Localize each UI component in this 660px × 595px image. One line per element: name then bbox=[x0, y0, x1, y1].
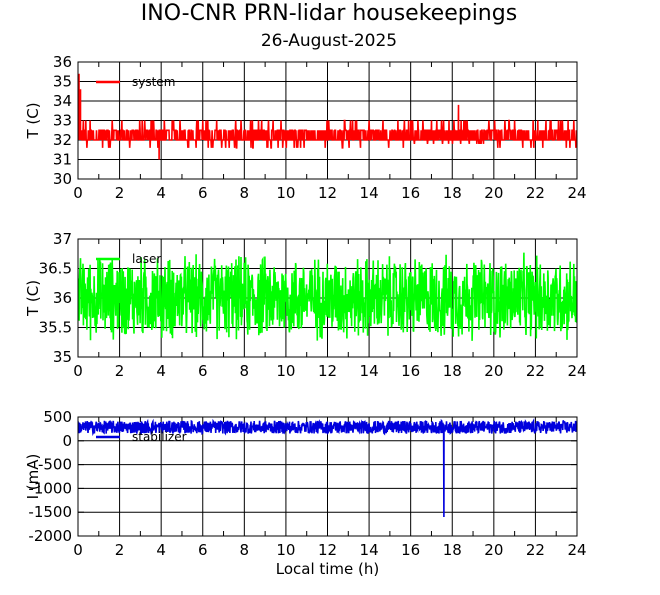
y-tick-label: 37 bbox=[53, 230, 72, 248]
y-tick-label: 36.5 bbox=[39, 260, 72, 278]
y-tick-label: 36 bbox=[53, 289, 72, 307]
x-tick-label: 24 bbox=[567, 541, 586, 559]
x-tick-label: 20 bbox=[484, 541, 503, 559]
x-tick-label: 2 bbox=[115, 541, 125, 559]
x-tick-label: 8 bbox=[240, 362, 250, 380]
y-tick-label: 0 bbox=[62, 432, 72, 450]
x-tick-label: 12 bbox=[318, 541, 337, 559]
x-tick-label: 24 bbox=[567, 362, 586, 380]
y-axis-label: I (mA) bbox=[24, 454, 42, 500]
x-tick-label: 20 bbox=[484, 362, 503, 380]
x-tick-label: 14 bbox=[360, 541, 379, 559]
y-tick-label: 34 bbox=[53, 92, 72, 110]
y-tick-label: 30 bbox=[53, 170, 72, 188]
legend-label: laser bbox=[132, 252, 161, 266]
y-tick-label: 500 bbox=[43, 408, 72, 426]
x-tick-label: 2 bbox=[115, 184, 125, 202]
chart-subtitle: 26-August-2025 bbox=[261, 31, 397, 51]
x-tick-label: 14 bbox=[360, 362, 379, 380]
x-tick-label: 6 bbox=[198, 541, 208, 559]
y-tick-label: 31 bbox=[53, 151, 72, 169]
y-tick-label: -2000 bbox=[28, 527, 72, 545]
y-tick-label: 33 bbox=[53, 112, 72, 130]
x-tick-label: 16 bbox=[401, 541, 420, 559]
y-tick-label: 36 bbox=[53, 53, 72, 71]
y-tick-label: -1500 bbox=[28, 503, 72, 521]
x-axis-label: Local time (h) bbox=[276, 560, 380, 578]
y-tick-label: 35 bbox=[53, 348, 72, 366]
x-tick-label: 6 bbox=[198, 184, 208, 202]
y-tick-label: 35 bbox=[53, 73, 72, 91]
y-tick-label: 32 bbox=[53, 131, 72, 149]
series-line-laser bbox=[78, 252, 577, 341]
x-tick-label: 10 bbox=[276, 184, 295, 202]
series-line-stabilizer bbox=[78, 417, 577, 518]
x-tick-label: 18 bbox=[443, 184, 462, 202]
x-tick-label: 0 bbox=[73, 541, 83, 559]
plot-frame bbox=[77, 416, 578, 537]
x-tick-label: 22 bbox=[526, 184, 545, 202]
x-tick-label: 2 bbox=[115, 362, 125, 380]
x-tick-label: 16 bbox=[401, 362, 420, 380]
x-tick-label: 14 bbox=[360, 184, 379, 202]
plot-frame bbox=[77, 61, 578, 180]
x-tick-label: 10 bbox=[276, 362, 295, 380]
x-tick-label: 4 bbox=[156, 362, 166, 380]
x-tick-label: 8 bbox=[240, 541, 250, 559]
y-axis-label: T (C) bbox=[24, 280, 42, 317]
x-tick-label: 0 bbox=[73, 184, 83, 202]
x-tick-label: 16 bbox=[401, 184, 420, 202]
x-tick-label: 22 bbox=[526, 362, 545, 380]
x-tick-label: 8 bbox=[240, 184, 250, 202]
x-tick-label: 20 bbox=[484, 184, 503, 202]
y-axis-label: T (C) bbox=[24, 102, 42, 139]
series-line-system bbox=[78, 73, 577, 160]
x-tick-label: 6 bbox=[198, 362, 208, 380]
y-tick-label: 35.5 bbox=[39, 319, 72, 337]
x-tick-label: 4 bbox=[156, 184, 166, 202]
x-tick-label: 0 bbox=[73, 362, 83, 380]
x-tick-label: 18 bbox=[443, 541, 462, 559]
y-tick-label: -500 bbox=[38, 456, 72, 474]
x-tick-label: 24 bbox=[567, 184, 586, 202]
chart-title: INO-CNR PRN-lidar housekeepings bbox=[141, 1, 517, 26]
x-tick-label: 18 bbox=[443, 362, 462, 380]
x-tick-label: 4 bbox=[156, 541, 166, 559]
legend-label: system bbox=[132, 75, 175, 89]
plot-frame bbox=[77, 238, 578, 358]
x-tick-label: 22 bbox=[526, 541, 545, 559]
x-tick-label: 12 bbox=[318, 184, 337, 202]
x-tick-label: 10 bbox=[276, 541, 295, 559]
y-tick-label: -1000 bbox=[28, 479, 72, 497]
legend-label: stabilizer bbox=[132, 430, 187, 444]
x-tick-label: 12 bbox=[318, 362, 337, 380]
